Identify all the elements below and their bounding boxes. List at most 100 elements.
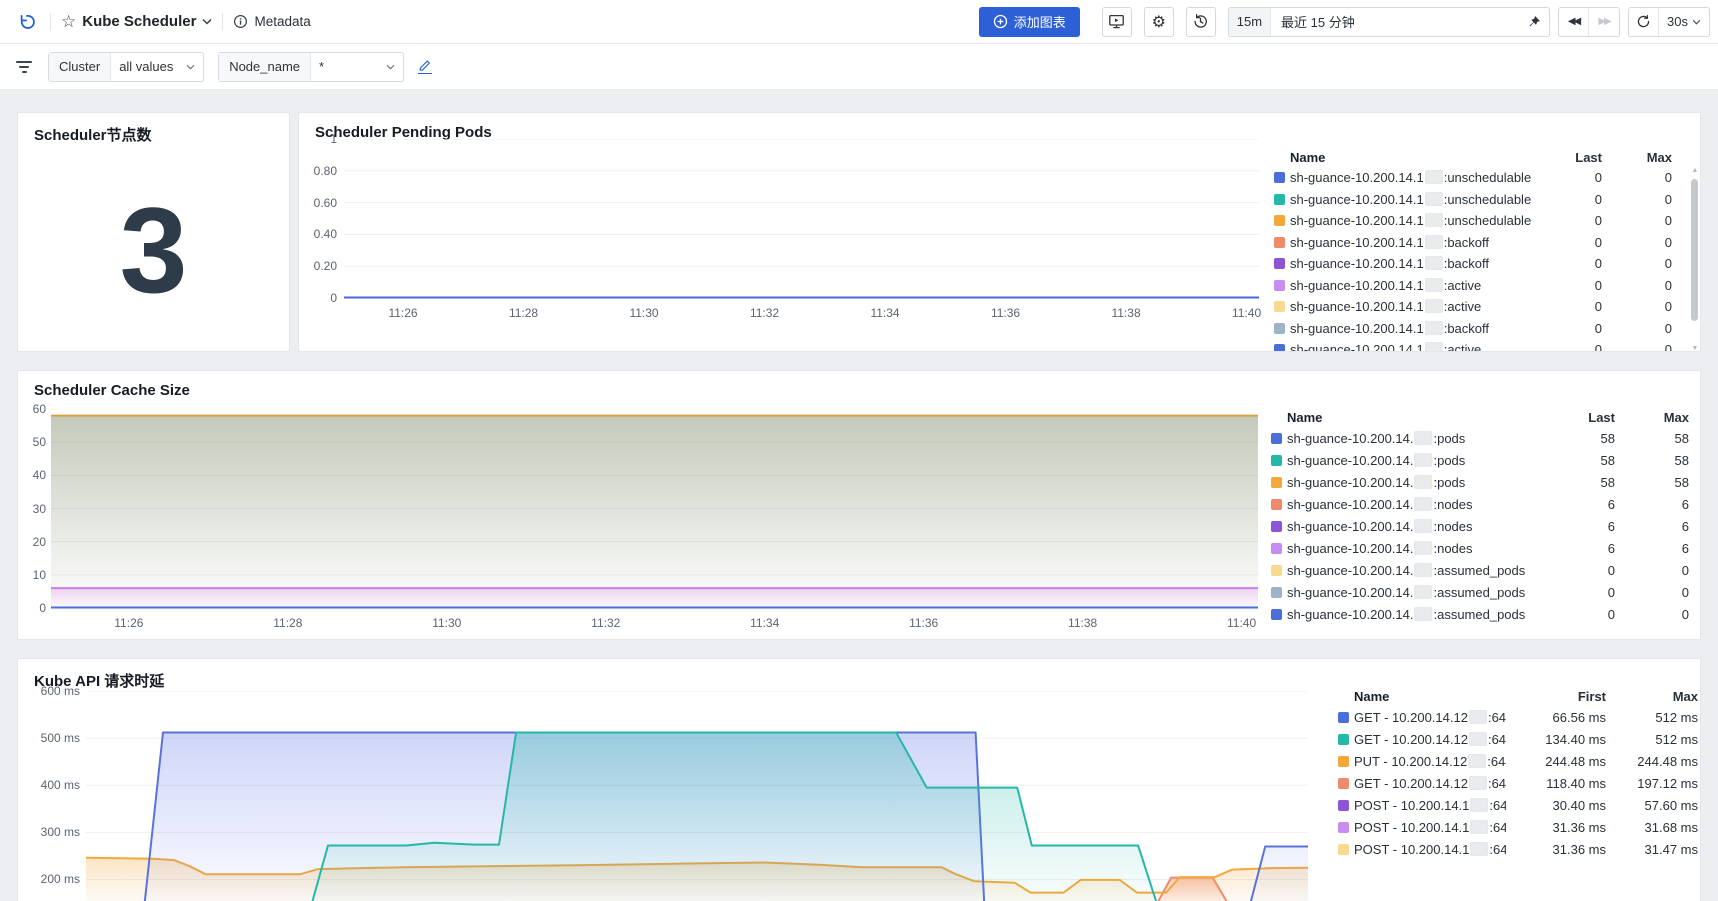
legend-value: 0 [1664,320,1672,336]
y-axis-label: 0 [330,291,337,305]
scroll-down-arrow[interactable]: ▼ [1691,344,1699,352]
legend-value: 66.56 ms [1552,709,1606,725]
series-color-swatch [1271,432,1282,444]
divider [222,12,224,31]
edit-filters-icon[interactable] [418,59,433,74]
series-name: PUT - 10.200.14.12:6443 [1354,753,1506,769]
legend-value: 31.36 ms [1552,841,1606,857]
series-color-swatch [1271,586,1282,598]
legend-row[interactable]: GET - 10.200.14.12:6443 66.56 ms 512 ms [1338,706,1700,728]
settings-gear-button[interactable]: ⚙ [1143,6,1174,37]
api-latency-chart[interactable]: 600 ms 500 ms 400 ms 300 ms 200 ms [18,659,1700,901]
series-color-swatch [1274,172,1285,184]
refresh-interval-select[interactable]: 30s [1659,14,1709,29]
legend-row[interactable]: sh-guance-10.200.14.1:active 0 0 [1274,296,1698,318]
node-name-filter[interactable]: Node_name * [218,51,405,82]
series-color-swatch [1338,821,1349,833]
legend-row[interactable]: sh-guance-10.200.14.1:backoff 0 0 [1274,232,1698,254]
series-name: sh-guance-10.200.14.:nodes [1287,496,1473,512]
legend-row[interactable]: sh-guance-10.200.14.:assumed_pods 0 0 [1271,603,1695,625]
y-axis-label: 0 [39,601,46,615]
time-back-button[interactable]: ◀◀ [1559,7,1590,36]
series-name: sh-guance-10.200.14.:pods [1287,452,1466,468]
x-axis-label: 11:28 [273,616,303,630]
panel-kube-api-latency: Kube API 请求时延 600 ms 500 ms 400 ms 300 ms 20… [17,658,1701,901]
redacted-text [1414,540,1433,555]
legend-row[interactable]: sh-guance-10.200.14.:pods 58 58 [1271,449,1695,471]
presentation-mode-button[interactable] [1101,6,1132,37]
legend-row[interactable]: sh-guance-10.200.14.1:backoff 0 0 [1274,253,1698,275]
x-axis-label: 11:32 [591,616,621,630]
legend-row[interactable]: sh-guance-10.200.14.:nodes 6 6 [1271,537,1695,559]
panel-scheduler-cache-size: Scheduler Cache Size 60 50 40 30 20 10 0 11:26 1… [17,370,1701,640]
legend-row[interactable]: sh-guance-10.200.14.:nodes 6 6 [1271,515,1695,537]
redacted-text [1414,452,1433,467]
legend-row[interactable]: sh-guance-10.200.14.1:active 0 0 [1274,275,1698,297]
legend-row[interactable]: sh-guance-10.200.14.:pods 58 58 [1271,427,1695,449]
cluster-filter-value: all values [119,59,174,74]
panel-title: Kube API 请求时延 [34,673,165,690]
pin-icon[interactable] [1519,15,1549,29]
legend-column-header: Max [1672,688,1698,704]
legend-row[interactable]: GET - 10.200.14.12:6443 134.40 ms 512 ms [1338,728,1700,750]
legend-value: 0 [1594,299,1602,315]
legend-row[interactable]: sh-guance-10.200.14.:assumed_pods 0 0 [1271,581,1695,603]
legend-row[interactable]: sh-guance-10.200.14.1:unschedulable 0 0 [1274,167,1698,189]
legend-row[interactable]: sh-guance-10.200.14.:pods 58 58 [1271,471,1695,493]
series-color-swatch [1338,755,1349,767]
divider [50,12,51,31]
legend-scrollbar[interactable]: ▲ ▼ [1690,167,1700,352]
x-axis-label: 11:26 [388,306,418,320]
legend-row[interactable]: sh-guance-10.200.14.:nodes 6 6 [1271,493,1695,515]
series-name: sh-guance-10.200.14.1:active [1290,277,1482,293]
redacted-text [1468,709,1487,724]
dashboard-title[interactable]: Kube Scheduler [82,13,197,30]
time-forward-button[interactable]: ▶▶ [1598,16,1611,27]
legend-row[interactable]: sh-guance-10.200.14.:assumed_pods 0 0 [1271,559,1695,581]
legend-row[interactable]: POST - 10.200.14.1:6443 31.36 ms 31.68 ms [1338,816,1700,838]
chevron-down-icon[interactable] [202,18,212,25]
series-color-swatch [1271,542,1282,554]
refresh-icon[interactable] [1629,7,1660,36]
legend-row[interactable]: sh-guance-10.200.14.1:unschedulable 0 0 [1274,189,1698,211]
scrollbar-thumb[interactable] [1691,179,1698,321]
legend-row[interactable]: POST - 10.200.14.1:6443 31.36 ms 31.47 ms [1338,838,1700,860]
cluster-filter[interactable]: Cluster all values [48,51,205,82]
y-axis-label: 50 [32,435,46,450]
cache-size-chart[interactable]: 60 50 40 30 20 10 0 11:26 11:28 11:30 11:32 11:34 11… [18,371,1700,639]
pending-pods-chart[interactable]: 1 0.80 0.60 0.40 0.20 0 11:26 11:28 11:30 11:32 11… [299,113,1700,351]
add-chart-button[interactable]: 添加图表 [978,6,1080,37]
legend-row[interactable]: sh-guance-10.200.14.1:active 0 0 [1274,339,1698,351]
favorite-star-icon[interactable]: ☆ [61,12,77,31]
x-axis-label: 11:32 [749,306,780,320]
redacted-text [1414,562,1433,577]
legend-column-header: Max [1646,149,1672,165]
plus-circle-icon [993,14,1008,29]
series-name: sh-guance-10.200.14.1:active [1290,299,1482,315]
series-name: sh-guance-10.200.14.1:unschedulable [1290,191,1532,207]
legend-row[interactable]: sh-guance-10.200.14.1:unschedulable 0 0 [1274,210,1698,232]
legend-value: 244.48 ms [1545,753,1606,769]
metadata-button[interactable]: Metadata [254,14,311,29]
y-axis-label: 0.20 [313,259,337,274]
redacted-text [1424,213,1443,228]
series-name: sh-guance-10.200.14.1:backoff [1290,256,1490,272]
time-range-picker[interactable]: 15m 最近 15 分钟 [1227,6,1551,37]
refresh-controls: 30s [1628,6,1710,37]
y-axis-label: 500 ms [40,731,80,746]
filter-icon[interactable] [14,60,34,73]
legend-row[interactable]: sh-guance-10.200.14.1:backoff 0 0 [1274,318,1698,340]
history-button[interactable] [1185,6,1216,37]
pending-chart-svg [344,139,1259,299]
legend-value: 0 [1594,277,1602,293]
series-name: sh-guance-10.200.14.1:backoff [1290,234,1490,250]
legend-row[interactable]: GET - 10.200.14.12:6443 118.40 ms 197.12 m… [1338,772,1700,794]
panel-title: Scheduler Pending Pods [315,124,492,141]
y-axis-label: 10 [32,567,46,582]
back-icon[interactable] [14,9,40,35]
legend-value: 6 [1681,518,1689,534]
legend-row[interactable]: PUT - 10.200.14.12:6443 244.48 ms 244.48 m… [1338,750,1700,772]
y-axis-label: 0.80 [313,163,337,178]
legend-row[interactable]: POST - 10.200.14.1:6443 30.40 ms 57.60 ms [1338,794,1700,816]
scroll-up-arrow[interactable]: ▲ [1691,167,1699,174]
